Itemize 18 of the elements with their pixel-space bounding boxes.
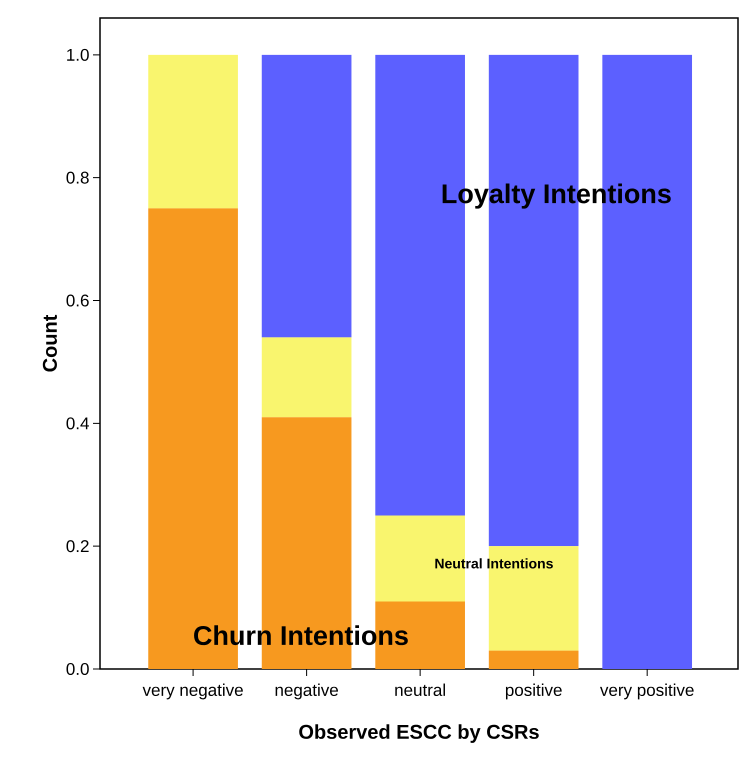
x-tick-label: negative [276, 684, 338, 700]
x-axis-title: Observed ESCC by CSRs [299, 724, 539, 743]
y-tick-label: 1.0 [67, 48, 89, 61]
bar [148, 54, 238, 208]
x-tick-label: positive [506, 684, 562, 700]
y-axis-title: Count [42, 314, 57, 372]
x-tick-label: very negative [142, 684, 243, 700]
y-tick-label: 0.8 [66, 172, 89, 184]
y-tick-label: 0.0 [66, 662, 89, 676]
bar [488, 546, 579, 651]
bar [262, 54, 352, 338]
x-tick-label: very positive [600, 684, 694, 700]
bar [488, 650, 579, 669]
y-tick-label: 0.6 [66, 294, 89, 307]
bar [262, 337, 352, 418]
y-tick-label: 0.2 [66, 540, 89, 552]
y-tick-label: 0.4 [66, 417, 89, 430]
x-tick-label: neutral [395, 684, 445, 696]
